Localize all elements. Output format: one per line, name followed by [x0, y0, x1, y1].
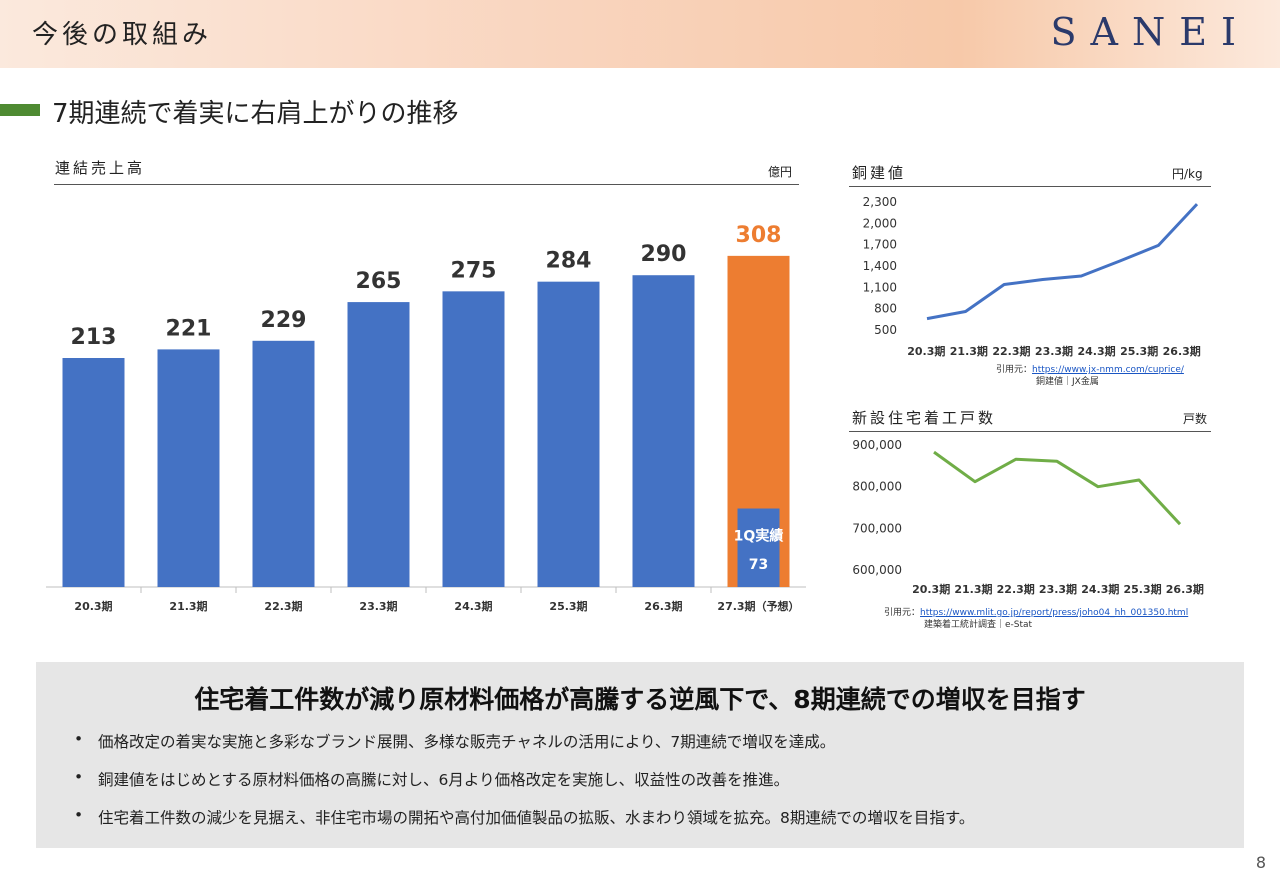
copper-chart-title: 銅建値	[852, 164, 907, 182]
sales-value-label: 284	[546, 249, 592, 274]
summary-bullet: 銅建値をはじめとする原材料価格の高騰に対し、6月より価格改定を実施し、収益性の改…	[74, 768, 974, 790]
copper-source-note: 銅建値｜JX金属	[1036, 377, 1099, 387]
copper-y-tick-label: 1,400	[863, 259, 897, 273]
copper-category-label: 20.3期	[907, 344, 945, 358]
sales-1q-inset-label: 1Q実績	[734, 528, 784, 545]
header-banner: 今後の取組み SANEI	[0, 0, 1280, 68]
housing-category-label: 22.3期	[997, 582, 1035, 596]
copper-category-label: 23.3期	[1035, 344, 1073, 358]
sales-value-label: 275	[451, 258, 497, 283]
section-heading: 7期連続で着実に右肩上がりの推移	[52, 99, 459, 129]
copper-source-link[interactable]: https://www.jx-nmm.com/cuprice/	[1032, 365, 1184, 375]
sales-category-label: 24.3期	[454, 599, 492, 613]
copper-chart-unit: 円/kg	[1172, 167, 1203, 181]
housing-y-tick-label: 900,000	[852, 438, 902, 452]
sales-bar	[347, 302, 410, 587]
copper-source-prefix: 引用元：	[996, 365, 1033, 375]
summary-bullet: 住宅着工件数の減少を見据え、非住宅市場の開拓や高付加価値製品の拡販、水まわり領域…	[74, 806, 974, 828]
housing-category-label: 24.3期	[1081, 582, 1119, 596]
copper-y-tick-label: 2,000	[863, 216, 897, 230]
housing-source: 引用元：https://www.mlit.go.jp/report/press/…	[884, 607, 1188, 631]
copper-y-tick-label: 800	[874, 302, 897, 316]
sales-value-label: 229	[261, 308, 307, 333]
housing-chart-unit: 戸数	[1183, 412, 1208, 426]
housing-source-link[interactable]: https://www.mlit.go.jp/report/press/joho…	[920, 608, 1189, 618]
housing-category-label: 23.3期	[1039, 582, 1077, 596]
housing-category-label: 25.3期	[1124, 582, 1162, 596]
sales-category-label: 25.3期	[549, 599, 587, 613]
housing-chart-rule	[849, 431, 1211, 432]
housing-chart-title: 新設住宅着工戸数	[852, 409, 997, 427]
summary-headline: 住宅着工件数が減り原材料価格が高騰する逆風下で、8期連続での増収を目指す	[194, 685, 1086, 714]
page-title: 今後の取組み	[32, 20, 213, 50]
sales-value-label: 221	[166, 316, 212, 341]
summary-box: 住宅着工件数が減り原材料価格が高騰する逆風下で、8期連続での増収を目指す 価格改…	[36, 662, 1244, 848]
sales-value-label: 265	[356, 269, 402, 294]
sales-chart-rule	[54, 184, 799, 185]
copper-series-line	[926, 203, 1199, 321]
copper-category-label: 22.3期	[992, 344, 1030, 358]
copper-chart-rule	[849, 186, 1211, 187]
sales-bar	[157, 349, 220, 587]
housing-category-label: 20.3期	[912, 582, 950, 596]
sanei-logo: SANEI	[1050, 10, 1250, 54]
sales-bar	[537, 281, 600, 587]
copper-y-tick-label: 1,100	[863, 280, 897, 294]
copper-category-label: 26.3期	[1163, 344, 1201, 358]
sales-bar	[252, 340, 315, 587]
housing-y-tick-label: 600,000	[852, 563, 902, 577]
copper-y-tick-label: 500	[874, 323, 897, 337]
sales-category-label: 27.3期（予想）	[717, 599, 799, 613]
housing-category-label: 26.3期	[1166, 582, 1204, 596]
housing-source-prefix: 引用元：	[884, 608, 921, 618]
sales-bar	[62, 358, 125, 587]
copper-category-label: 24.3期	[1078, 344, 1116, 358]
sales-bar	[632, 275, 695, 587]
housing-series-line	[933, 450, 1182, 526]
sales-bar	[442, 291, 505, 587]
copper-y-tick-label: 2,300	[863, 195, 897, 209]
sales-chart-unit: 億円	[768, 165, 793, 179]
sales-category-label: 21.3期	[169, 599, 207, 613]
sales-value-label: 213	[71, 325, 117, 350]
sales-category-label: 26.3期	[644, 599, 682, 613]
copper-y-tick-label: 1,700	[863, 238, 897, 252]
sales-chart-title: 連結売上高	[55, 159, 146, 177]
copper-source: 引用元：https://www.jx-nmm.com/cuprice/ 銅建値｜…	[996, 364, 1184, 388]
sales-1q-inset-bar	[737, 508, 780, 587]
housing-category-label: 21.3期	[954, 582, 992, 596]
sales-value-label: 308	[736, 223, 782, 248]
housing-y-tick-label: 700,000	[852, 521, 902, 535]
sales-category-label: 22.3期	[264, 599, 302, 613]
summary-bullet: 価格改定の着実な実施と多彩なブランド展開、多様な販売チャネルの活用により、7期連…	[74, 730, 974, 752]
sales-category-label: 20.3期	[74, 599, 112, 613]
summary-bullets: 価格改定の着実な実施と多彩なブランド展開、多様な販売チャネルの活用により、7期連…	[74, 730, 974, 844]
sales-category-label: 23.3期	[359, 599, 397, 613]
sales-1q-inset-value: 73	[749, 557, 768, 573]
copper-category-label: 25.3期	[1120, 344, 1158, 358]
sales-value-label: 290	[641, 242, 687, 267]
charts-canvas: 213 20.3期 221 21.3期 229 22.3期 265 23.3期 275 24.3期…	[46, 195, 1204, 613]
section-accent-bar	[0, 104, 40, 116]
housing-source-note: 建築着工統計調査｜e-Stat	[924, 620, 1033, 630]
housing-y-tick-label: 800,000	[852, 480, 902, 494]
copper-category-label: 21.3期	[950, 344, 988, 358]
page-number: 8	[1255, 853, 1266, 872]
